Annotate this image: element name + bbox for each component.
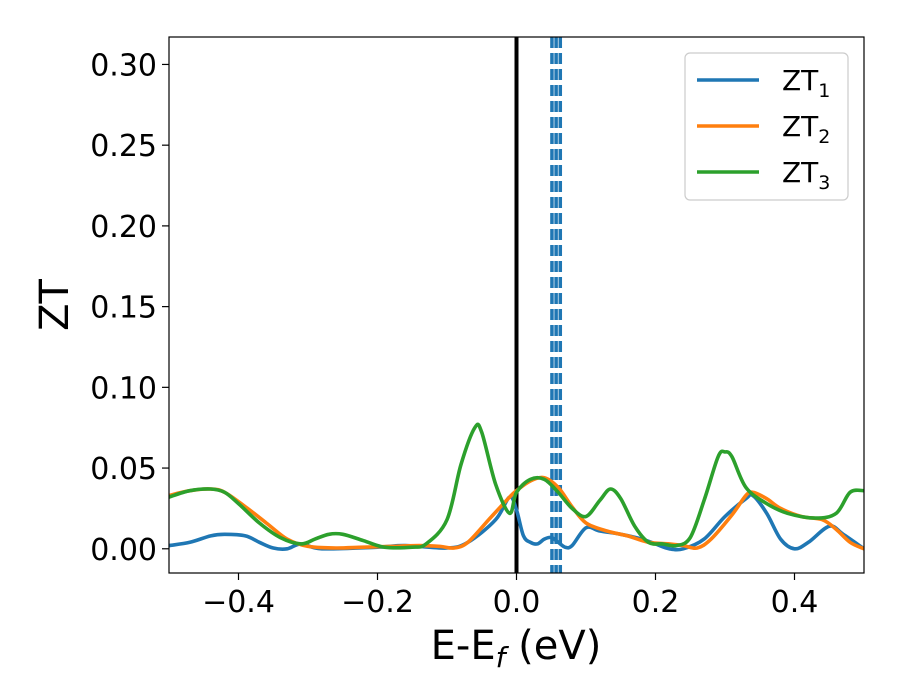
y-tick-label: 0.30 <box>90 48 157 83</box>
legend-label-2: ZT2 <box>782 110 830 148</box>
series-lines <box>169 422 864 552</box>
y-axis-ticks: 0.00 0.05 0.10 0.15 0.20 0.25 0.30 <box>90 48 169 568</box>
x-tick-label: −0.2 <box>341 585 414 620</box>
x-axis-title: E-Ef (eV) <box>431 623 602 674</box>
y-tick-label: 0.20 <box>90 210 157 245</box>
series-line-3 <box>169 422 864 550</box>
x-axis-ticks: −0.4 −0.2 0.0 0.2 0.4 <box>202 573 818 620</box>
y-tick-label: 0.25 <box>90 129 157 164</box>
reference-lines <box>514 37 563 573</box>
x-tick-label: 0.2 <box>632 585 680 620</box>
plot-area <box>169 37 864 573</box>
y-tick-label: 0.05 <box>90 452 157 487</box>
y-tick-label: 0.10 <box>90 371 157 406</box>
legend-label-3: ZT3 <box>782 156 830 194</box>
x-tick-label: 0.4 <box>771 585 819 620</box>
y-axis-title: ZT <box>32 279 78 331</box>
x-tick-label: 0.0 <box>493 585 541 620</box>
x-tick-label: −0.4 <box>202 585 275 620</box>
y-tick-label: 0.00 <box>90 533 157 568</box>
legend-label-1: ZT1 <box>782 64 830 102</box>
legend: ZT1 ZT2 ZT3 <box>684 52 849 201</box>
y-tick-label: 0.15 <box>90 291 157 326</box>
legend-box <box>684 52 849 201</box>
